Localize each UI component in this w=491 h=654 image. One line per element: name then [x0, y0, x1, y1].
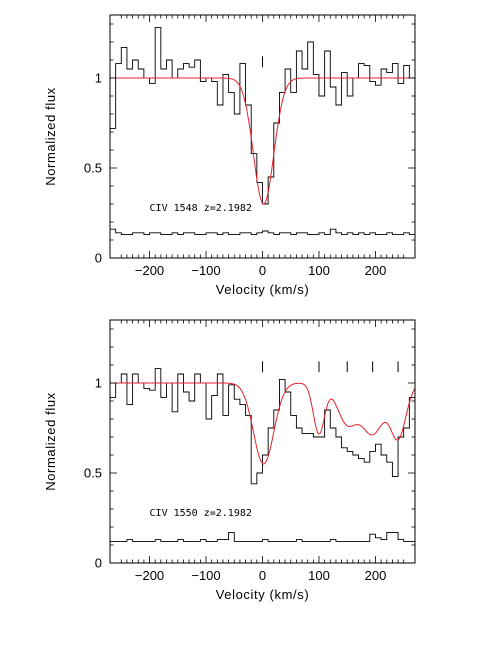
- x-tick-label: −200: [135, 568, 164, 583]
- y-tick-label: 0.5: [84, 161, 102, 176]
- x-tick-label: 200: [365, 568, 387, 583]
- error-histogram: [110, 228, 415, 236]
- x-axis-label: Velocity (km/s): [216, 587, 310, 602]
- x-tick-label: 100: [308, 568, 330, 583]
- y-axis-label: Normalized flux: [43, 87, 58, 186]
- fit-curve: [110, 77, 415, 205]
- y-axis-label: Normalized flux: [43, 392, 58, 491]
- x-tick-label: 200: [365, 263, 387, 278]
- y-tick-label: 0: [95, 251, 102, 266]
- plot-frame: [109, 319, 416, 564]
- y-tick-label: 1: [95, 376, 102, 391]
- x-tick-label: 0: [259, 263, 266, 278]
- flux-histogram: [110, 368, 415, 485]
- flux-histogram: [110, 27, 415, 205]
- x-tick-label: 0: [259, 568, 266, 583]
- plot-frame: [109, 14, 416, 259]
- error-histogram: [110, 531, 415, 542]
- x-tick-label: −200: [135, 263, 164, 278]
- y-tick-label: 0.5: [84, 466, 102, 481]
- x-tick-label: 100: [308, 263, 330, 278]
- x-axis-label: Velocity (km/s): [216, 282, 310, 297]
- x-tick-label: −100: [191, 263, 220, 278]
- fit-curve: [110, 382, 415, 465]
- panel-civ-1550: −200 −100 0 100 200 0 0.5 1 Velocity (km/s) Norma…: [43, 319, 416, 602]
- x-tick-label: −100: [191, 568, 220, 583]
- y-tick-label: 1: [95, 71, 102, 86]
- y-tick-label: 0: [95, 556, 102, 571]
- line-annotation: CIV 1550 z=2.1982: [150, 508, 252, 519]
- line-annotation: CIV 1548 z=2.1982: [150, 203, 252, 214]
- panel-civ-1548: −200 −100 0 100 200 0 0.5 1 Velocity (km/s) Norma…: [43, 14, 416, 297]
